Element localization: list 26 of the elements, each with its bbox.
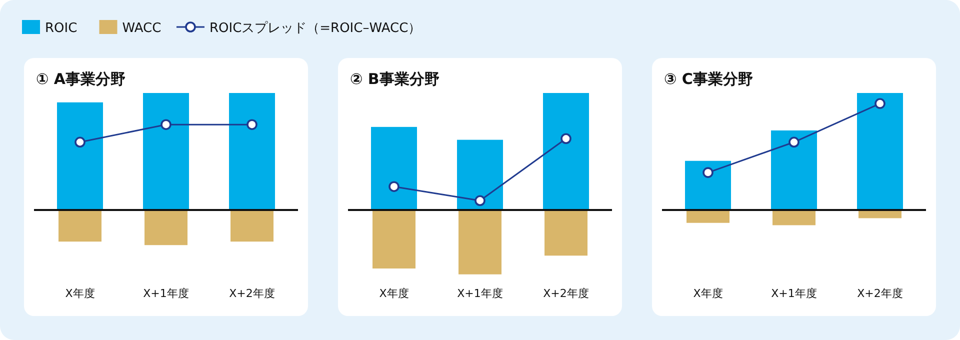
x-tick-label: X+1年度 bbox=[771, 287, 817, 300]
x-tick-label: X年度 bbox=[379, 287, 409, 300]
legend-label: WACC bbox=[122, 21, 162, 36]
chart-title: ③ C事業分野 bbox=[664, 70, 753, 88]
bar bbox=[685, 160, 731, 210]
bar bbox=[857, 93, 903, 210]
bar bbox=[771, 130, 817, 210]
x-tick-label: X+1年度 bbox=[457, 287, 503, 300]
x-tick-label: X年度 bbox=[693, 287, 723, 300]
bar bbox=[686, 210, 730, 223]
x-tick-label: X+1年度 bbox=[143, 287, 189, 300]
chart-title: ① A事業分野 bbox=[36, 70, 126, 88]
bar bbox=[372, 210, 416, 268]
legend-label: ROIC bbox=[45, 21, 78, 36]
chart-title: ② B事業分野 bbox=[350, 70, 440, 88]
bar bbox=[371, 126, 417, 210]
x-tick-label: X年度 bbox=[65, 287, 95, 300]
x-tick-label: X+2年度 bbox=[857, 287, 903, 300]
bar bbox=[772, 210, 816, 226]
bar bbox=[457, 140, 503, 210]
x-tick-label: X+2年度 bbox=[543, 287, 589, 300]
bar bbox=[543, 93, 589, 210]
bar bbox=[544, 210, 588, 256]
bar bbox=[458, 210, 502, 274]
legend-label: ROICスプレッド（=ROIC–WACC） bbox=[209, 21, 422, 36]
x-tick-label: X+2年度 bbox=[229, 287, 275, 300]
